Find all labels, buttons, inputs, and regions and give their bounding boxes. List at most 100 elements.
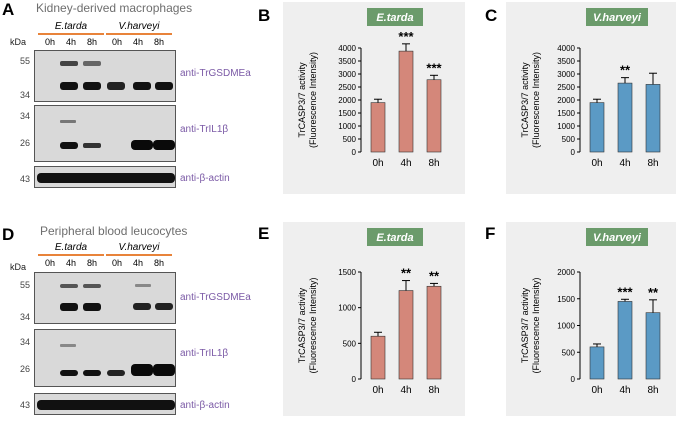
chart-title: E.tarda [376,232,413,244]
x-tick-label: 0h [372,158,383,169]
lane-label: 4h [132,37,143,47]
mw-marker: 34 [19,111,30,121]
lane-label: 0h [44,37,55,47]
lane-label: 8h [153,258,164,268]
x-tick-label: 0h [591,158,602,169]
mw-marker: 43 [19,400,30,410]
chart-c-svg: V.harveyi 0 500 1000 1500 2000 2500 3000 3500 400… [520,8,661,169]
group-label-vharveyi-a: V.harveyi [118,21,160,32]
western-blot-tril1b-d [34,329,176,387]
chart-panel-c: V.harveyi 0 500 1000 1500 2000 2500 3000 3500 400… [506,2,676,194]
bar [645,84,661,153]
x-tick-label: 4h [400,385,411,396]
chart-panel-e: E.tarda 0 500 1000 1500 TrCASP3/7 activity (Fl… [283,222,465,416]
chart-b-svg: E.tarda 0 500 1000 1500 2000 2500 3000 3500 4000 T… [297,8,443,169]
y-axis-label: (Fluorescence Intensity) [531,277,541,373]
y-tick-label: 2000 [338,96,356,105]
x-tick-label: 4h [400,158,411,169]
western-blot-actin-d [34,393,176,415]
significance-label: ** [429,268,440,283]
y-tick-label: 0 [571,375,576,384]
mw-marker: 26 [19,138,30,148]
y-tick-label: 500 [343,339,357,348]
chart-title: V.harveyi [593,12,642,24]
chart-title-box [586,8,648,26]
bar [645,312,661,380]
lane-label: 8h [86,258,97,268]
mw-marker: 34 [19,90,30,100]
y-tick-label: 3500 [557,57,575,66]
antibody-label: anti-TrGSDMEa [180,292,251,303]
x-tick-label: 8h [647,158,658,169]
mw-marker: 26 [19,364,30,374]
y-tick-label: 2000 [557,268,575,277]
y-axis-label: TrCASP3/7 activity [297,287,307,363]
lane-label: 4h [132,258,143,268]
y-tick-label: 1500 [557,109,575,118]
chart-title-box [367,228,423,246]
bar [426,79,442,153]
y-tick-label: 4000 [338,44,356,53]
lane-label: 0h [44,258,55,268]
group-underline-etarda-d [38,254,104,256]
bar [370,102,386,153]
y-tick-label: 0 [352,375,357,384]
mw-marker: 55 [19,280,30,290]
chart-f-svg: V.harveyi 0 500 1000 1500 2000 TrCASP3/7 activ… [520,228,661,396]
mw-marker: 34 [19,337,30,347]
group-label-etarda-d: E.tarda [54,242,88,253]
chart-title-box [586,228,648,246]
significance-label: *** [617,284,633,299]
y-tick-label: 500 [562,348,576,357]
panel-label-c: C [485,6,498,25]
y-axis-label: TrCASP3/7 activity [520,62,530,138]
bar [370,335,386,380]
group-underline-etarda-a [38,33,104,35]
y-tick-label: 2500 [338,83,356,92]
lane-label: 4h [65,37,76,47]
panel-label-d: D [2,225,15,244]
blot-bands [37,173,175,183]
y-axis-label: TrCASP3/7 activity [297,62,307,138]
y-tick-label: 3000 [557,70,575,79]
mw-marker: 43 [19,174,30,184]
antibody-label: anti-TrIL1β [180,348,229,359]
bar [617,82,633,153]
y-tick-label: 0 [352,148,357,157]
antibody-label: anti-TrGSDMEa [180,68,251,79]
lane-label: 0h [111,37,122,47]
y-tick-label: 1500 [338,268,356,277]
bar [426,285,442,380]
y-axis-label: (Fluorescence Intensity) [308,277,318,373]
significance-label: *** [426,60,442,75]
y-axis-label: (Fluorescence Intensity) [308,52,318,148]
y-tick-label: 1000 [338,304,356,313]
bar [398,290,414,380]
antibody-label: anti-TrIL1β [180,124,229,135]
panel-label-f: F [485,224,496,243]
bar [589,102,605,153]
panel-title-a: Kidney-derived macrophages [36,1,193,15]
x-tick-label: 8h [428,385,439,396]
western-blot-trgsdmea-d [34,272,176,324]
bar [617,301,633,380]
mw-marker: 55 [19,56,30,66]
lane-label: 4h [65,258,76,268]
lane-label: 0h [111,258,122,268]
blot-bands [60,284,173,311]
y-tick-label: 1000 [557,322,575,331]
x-tick-label: 4h [619,158,630,169]
lane-label: 8h [86,37,97,47]
panel-label-e: E [258,224,270,243]
kda-label-a: kDa [10,37,27,47]
significance-label: ** [648,285,659,300]
y-tick-label: 1000 [338,122,356,131]
lane-label: 8h [153,37,164,47]
blot-bands [37,400,175,410]
antibody-label: anti-β-actin [180,173,230,184]
blot-bands [60,120,175,150]
chart-e-svg: E.tarda 0 500 1000 1500 TrCASP3/7 activity (Fl… [297,228,442,396]
significance-label: ** [401,266,412,281]
blot-bands [60,61,173,90]
y-tick-label: 2500 [557,83,575,92]
